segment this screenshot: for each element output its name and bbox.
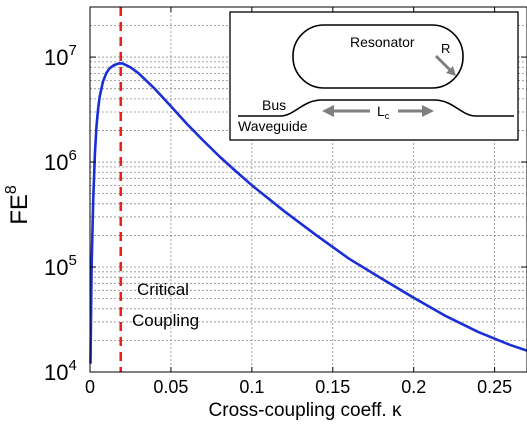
y-tick-label-exp-3: 7 xyxy=(68,42,76,59)
y-tick-label-base-3: 10 xyxy=(44,45,68,70)
coupling-length-arrow-right-head xyxy=(422,105,434,117)
x-tick-label-5: 0.25 xyxy=(477,377,512,397)
y-tick-label-0: 104 xyxy=(44,357,77,385)
coupling-length-label: Lc xyxy=(377,103,390,121)
waveguide-label: Waveguide xyxy=(238,118,308,134)
x-tick-label-2: 0.1 xyxy=(239,377,264,397)
coupling-length-base: L xyxy=(377,103,385,119)
x-tick-label-0: 0 xyxy=(85,377,95,397)
radius-arrow-head xyxy=(446,66,456,76)
bus-waveguide-shape xyxy=(238,99,514,117)
y-axis-label: FE8 xyxy=(3,185,33,225)
x-axis-label: Cross-coupling coeff. κ xyxy=(209,400,402,421)
inset-frame xyxy=(229,11,519,141)
coupling-length-arrow-left-head xyxy=(322,105,334,117)
y-tick-label-base-2: 10 xyxy=(44,150,68,175)
plot-frame xyxy=(89,6,527,373)
resonator-label: Resonator xyxy=(350,34,415,50)
radius-arrow xyxy=(434,54,454,74)
bus-label: Bus xyxy=(262,97,286,113)
annotation-line-2: Coupling xyxy=(132,311,199,330)
y-tick-label-1: 105 xyxy=(44,252,77,280)
inset: Resonator R Bus Waveguide Lc xyxy=(229,11,519,141)
y-axis-label-base: FE xyxy=(6,194,33,225)
y-tick-label-exp-0: 4 xyxy=(68,357,76,374)
radius-label: R xyxy=(441,41,450,56)
y-tick-label-base-1: 10 xyxy=(44,255,68,280)
y-axis-label-superscript: 8 xyxy=(3,185,20,194)
x-tick-label-3: 0.15 xyxy=(315,377,350,397)
series-line-0 xyxy=(89,62,527,364)
y-tick-label-exp-2: 6 xyxy=(68,147,76,164)
svg-text:FE8: FE8 xyxy=(3,185,33,225)
y-tick-label-3: 107 xyxy=(44,42,77,70)
y-tick-label-base-0: 10 xyxy=(44,360,68,385)
x-tick-label-4: 0.2 xyxy=(401,377,426,397)
x-tick-label-1: 0.05 xyxy=(153,377,188,397)
series-layer xyxy=(89,62,527,364)
resonator-shape xyxy=(292,24,464,89)
y-tick-label-exp-1: 5 xyxy=(68,252,76,269)
y-tick-label-2: 106 xyxy=(44,147,77,175)
annotation-line-1: Critical xyxy=(137,280,189,299)
coupling-length-subscript: c xyxy=(385,111,390,121)
